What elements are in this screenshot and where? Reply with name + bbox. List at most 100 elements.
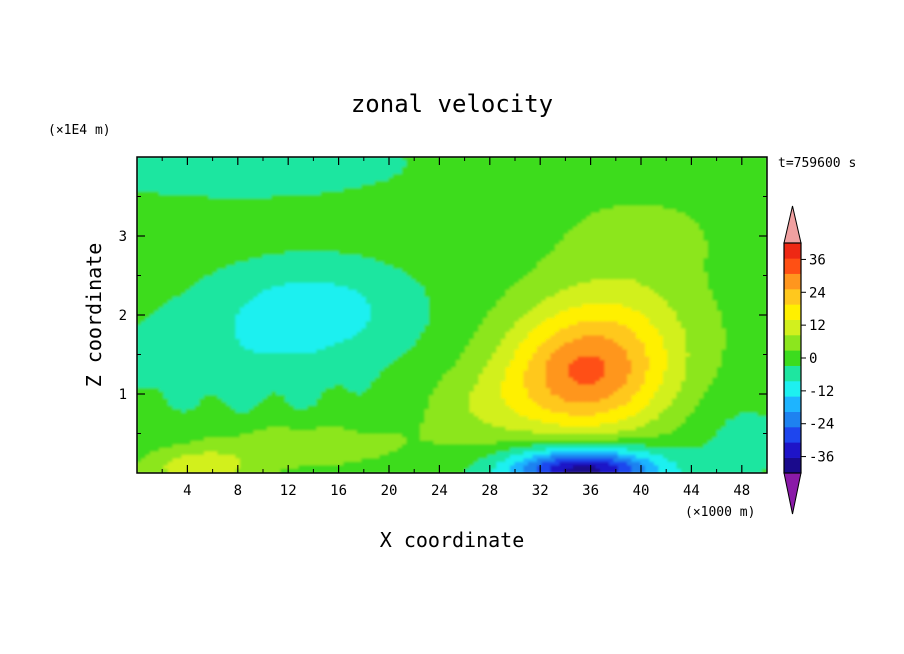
field-cell bbox=[626, 272, 633, 277]
field-cell bbox=[239, 173, 246, 179]
field-cell bbox=[280, 223, 287, 228]
field-cell bbox=[149, 188, 156, 193]
field-cell bbox=[599, 261, 606, 267]
field-cell bbox=[149, 173, 156, 179]
field-cell bbox=[572, 180, 579, 186]
field-cell bbox=[527, 237, 534, 242]
field-cell bbox=[541, 173, 548, 179]
field-cell bbox=[613, 261, 620, 267]
field-cell bbox=[613, 195, 620, 200]
field-cell bbox=[307, 254, 314, 260]
field-cell bbox=[460, 240, 467, 246]
field-cell bbox=[316, 212, 323, 218]
field-cell bbox=[145, 216, 152, 221]
field-cell bbox=[707, 268, 714, 274]
field-cell bbox=[383, 163, 390, 169]
field-cell bbox=[275, 219, 282, 225]
field-cell bbox=[199, 258, 206, 263]
field-cell bbox=[158, 237, 165, 242]
field-cell bbox=[631, 223, 638, 228]
field-cell bbox=[262, 184, 269, 190]
field-cell bbox=[707, 237, 714, 242]
field-cell bbox=[284, 198, 291, 204]
field-cell bbox=[487, 226, 494, 232]
field-cell bbox=[572, 261, 579, 267]
field-cell bbox=[149, 226, 156, 232]
field-cell bbox=[487, 184, 494, 190]
field-cell bbox=[703, 205, 710, 211]
field-cell bbox=[334, 170, 341, 176]
field-cell bbox=[671, 202, 678, 207]
field-cell bbox=[154, 184, 161, 190]
field-cell bbox=[680, 265, 687, 270]
field-cell bbox=[140, 251, 147, 256]
field-cell bbox=[163, 212, 170, 218]
field-cell bbox=[194, 254, 201, 260]
field-cell bbox=[716, 205, 723, 211]
field-cell bbox=[689, 180, 696, 186]
field-cell bbox=[325, 237, 332, 242]
field-cell bbox=[361, 216, 368, 221]
field-cell bbox=[311, 202, 318, 207]
field-cell bbox=[635, 157, 642, 162]
field-cell bbox=[347, 188, 354, 193]
field-cell bbox=[221, 219, 228, 225]
field-cell bbox=[325, 212, 332, 218]
field-cell bbox=[365, 191, 372, 197]
field-cell bbox=[370, 202, 377, 207]
field-cell bbox=[185, 223, 192, 228]
field-cell bbox=[347, 279, 354, 284]
field-cell bbox=[356, 159, 363, 165]
field-cell bbox=[406, 177, 413, 183]
field-cell bbox=[374, 166, 381, 172]
field-cell bbox=[392, 177, 399, 183]
field-cell bbox=[149, 205, 156, 211]
field-cell bbox=[154, 159, 161, 165]
field-cell bbox=[532, 180, 539, 186]
field-cell bbox=[554, 184, 561, 190]
field-cell bbox=[307, 184, 314, 190]
field-cell bbox=[410, 265, 417, 270]
field-cell bbox=[334, 202, 341, 207]
field-cell bbox=[343, 198, 350, 204]
field-cell bbox=[626, 261, 633, 267]
field-cell bbox=[203, 212, 210, 218]
field-cell bbox=[676, 159, 683, 165]
field-cell bbox=[509, 209, 516, 214]
field-cell bbox=[298, 195, 305, 200]
field-cell bbox=[622, 188, 629, 193]
field-cell bbox=[509, 184, 516, 190]
field-cell bbox=[649, 198, 656, 204]
field-cell bbox=[271, 163, 278, 169]
field-cell bbox=[230, 219, 237, 225]
field-cell bbox=[343, 191, 350, 197]
field-cell bbox=[208, 198, 215, 204]
field-cell bbox=[518, 180, 525, 186]
field-cell bbox=[190, 223, 197, 228]
field-cell bbox=[725, 223, 732, 228]
field-cell bbox=[401, 198, 408, 204]
field-cell bbox=[199, 184, 206, 190]
field-cell bbox=[172, 216, 179, 221]
field-cell bbox=[311, 237, 318, 242]
field-cell bbox=[514, 163, 521, 169]
field-cell bbox=[293, 198, 300, 204]
field-cell bbox=[230, 177, 237, 183]
field-cell bbox=[415, 216, 422, 221]
field-cell bbox=[383, 265, 390, 270]
field-cell bbox=[437, 233, 444, 239]
field-cell bbox=[262, 244, 269, 249]
field-cell bbox=[244, 159, 251, 165]
field-cell bbox=[397, 240, 404, 246]
field-cell bbox=[617, 202, 624, 207]
field-cell bbox=[680, 166, 687, 172]
field-cell bbox=[469, 157, 476, 162]
field-cell bbox=[743, 157, 750, 162]
field-cell bbox=[541, 209, 548, 214]
field-cell bbox=[217, 265, 224, 270]
field-cell bbox=[640, 223, 647, 228]
field-cell bbox=[293, 202, 300, 207]
field-cell bbox=[464, 251, 471, 256]
field-cell bbox=[406, 216, 413, 221]
field-cell bbox=[473, 166, 480, 172]
